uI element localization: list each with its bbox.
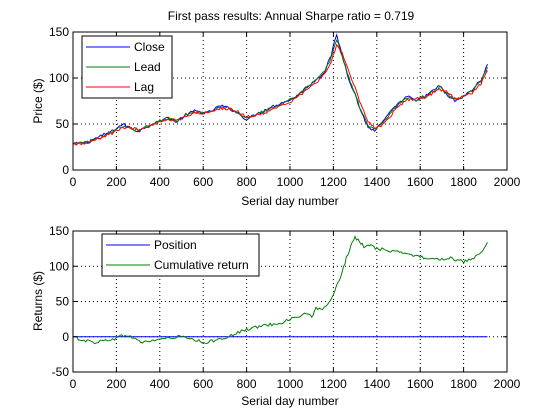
x-tick-label: 1800 xyxy=(450,175,477,189)
legend-position-label: Position xyxy=(154,238,197,252)
top-chart-title: First pass results: Annual Sharpe ratio … xyxy=(168,9,415,23)
x-tick-label: 600 xyxy=(193,175,213,189)
x-tick-label: 200 xyxy=(106,377,126,391)
legend-cumulative-label: Cumulative return xyxy=(154,258,249,272)
price-ticks: 0 200 400 600 800 1000 1200 1400 1600 1800 2000 0 50… xyxy=(49,25,521,189)
x-tick-label: 0 xyxy=(70,175,77,189)
bottom-y-axis-label: Returns ($) xyxy=(31,271,45,331)
x-tick-label: 1400 xyxy=(363,377,390,391)
returns-legend: Position Cumulative return xyxy=(101,233,260,277)
returns-axes: 0 200 400 600 800 1000 1200 1400 1600 1800 2000-50… xyxy=(31,224,521,408)
y-tick-label: 50 xyxy=(56,117,70,131)
x-tick-label: 600 xyxy=(193,377,213,391)
series-line-cumulative-return xyxy=(72,235,488,345)
x-tick-label: 1000 xyxy=(277,377,304,391)
x-tick-label: 800 xyxy=(237,377,257,391)
top-x-axis-label: Serial day number xyxy=(241,194,338,208)
x-tick-label: 1800 xyxy=(450,377,477,391)
x-tick-label: 2000 xyxy=(494,175,521,189)
y-tick-label: 0 xyxy=(62,330,69,344)
price-axes: First pass results: Annual Sharpe ratio … xyxy=(31,9,521,208)
bottom-x-axis-label: Serial day number xyxy=(241,394,338,408)
returns-ticks: 0 200 400 600 800 1000 1200 1400 1600 1800 2000-50… xyxy=(49,224,521,391)
price-legend: Close Lead Lag xyxy=(81,35,173,99)
y-tick-label: 100 xyxy=(49,259,69,273)
returns-legend-box xyxy=(101,233,260,277)
x-tick-label: 800 xyxy=(237,175,257,189)
x-tick-label: 1200 xyxy=(320,377,347,391)
returns-series-lines xyxy=(72,235,488,345)
y-tick-label: 150 xyxy=(49,25,69,39)
price-series-lines xyxy=(72,33,488,146)
x-tick-label: 1600 xyxy=(407,175,434,189)
legend-close-label: Close xyxy=(134,40,165,54)
y-tick-label: 150 xyxy=(49,224,69,238)
x-tick-label: 0 xyxy=(70,377,77,391)
x-tick-label: 1600 xyxy=(407,377,434,391)
top-y-axis-label: Price ($) xyxy=(31,78,45,123)
x-tick-label: 400 xyxy=(150,377,170,391)
y-tick-label: -50 xyxy=(52,365,70,379)
x-tick-label: 1000 xyxy=(277,175,304,189)
y-tick-label: 0 xyxy=(62,163,69,177)
y-tick-label: 50 xyxy=(56,295,70,309)
x-tick-label: 200 xyxy=(106,175,126,189)
x-tick-label: 1400 xyxy=(363,175,390,189)
legend-lag-label: Lag xyxy=(134,80,154,94)
x-tick-label: 400 xyxy=(150,175,170,189)
x-tick-label: 2000 xyxy=(494,377,521,391)
x-tick-label: 1200 xyxy=(320,175,347,189)
y-tick-label: 100 xyxy=(49,71,69,85)
series-line-lag xyxy=(72,43,488,146)
legend-lead-label: Lead xyxy=(134,60,161,74)
